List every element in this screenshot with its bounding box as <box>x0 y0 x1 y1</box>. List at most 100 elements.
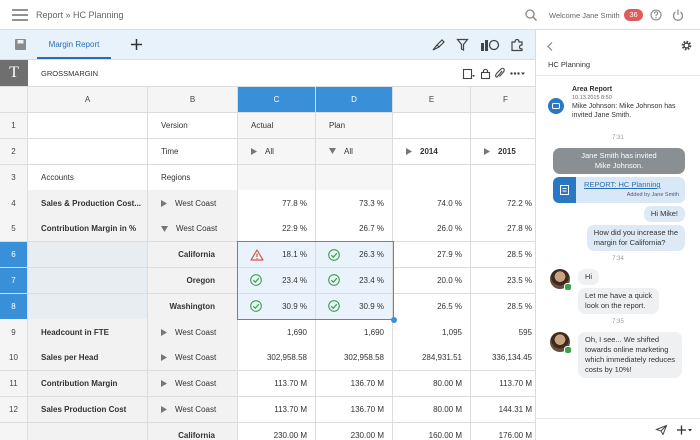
filter-icon[interactable] <box>456 38 469 51</box>
cell[interactable]: Contribution Margin in % <box>28 216 148 243</box>
search-icon[interactable] <box>525 9 537 21</box>
cell[interactable]: 230.00 M <box>238 422 316 440</box>
cell[interactable]: 18.1 % <box>238 242 316 269</box>
cell[interactable]: 80.00 M <box>393 396 471 424</box>
cell[interactable]: 284,931.51 <box>393 345 471 372</box>
power-icon[interactable] <box>672 9 684 21</box>
column-header[interactable]: C <box>238 87 316 113</box>
cell[interactable]: 1,690 <box>238 319 316 346</box>
settings-icon[interactable] <box>681 40 692 51</box>
cell[interactable]: 176.00 M <box>471 422 535 440</box>
row-header[interactable]: 6 <box>0 242 28 269</box>
cell[interactable]: 1,690 <box>316 319 393 346</box>
collapse-icon[interactable] <box>161 225 168 232</box>
expand-icon[interactable] <box>406 147 412 155</box>
cell[interactable]: 144.31 M <box>471 396 535 424</box>
cell[interactable]: West Coast <box>148 216 238 243</box>
cell[interactable]: Sales per Head <box>28 345 148 372</box>
row-header[interactable]: 9 <box>0 319 28 346</box>
cell[interactable]: 2015 <box>471 138 535 166</box>
column-header[interactable]: A <box>28 87 148 113</box>
cell[interactable]: West Coast <box>148 319 238 346</box>
row-header[interactable]: 4 <box>0 190 28 217</box>
cell[interactable]: 302,958.58 <box>238 345 316 372</box>
cell[interactable]: 28.5 % <box>471 242 535 269</box>
cell[interactable] <box>28 242 148 269</box>
cell[interactable]: 336,134.45 <box>471 345 535 372</box>
cell[interactable]: 595 <box>471 319 535 346</box>
cell[interactable]: 80.00 M <box>393 371 471 398</box>
notification-badge[interactable]: 36 <box>624 9 643 21</box>
expand-icon[interactable] <box>161 328 167 336</box>
back-icon[interactable] <box>547 42 553 51</box>
cell[interactable] <box>28 293 148 320</box>
cell[interactable]: Time <box>148 138 238 166</box>
more-icon[interactable] <box>510 72 525 76</box>
cell[interactable]: Accounts <box>28 164 148 191</box>
column-header[interactable]: D <box>316 87 393 113</box>
cell[interactable]: 72.2 % <box>471 190 535 217</box>
cell[interactable]: 113.70 M <box>471 371 535 398</box>
cell[interactable]: 22.9 % <box>238 216 316 243</box>
cell[interactable]: Contribution Margin <box>28 371 148 398</box>
row-header[interactable]: 2 <box>0 138 28 166</box>
cell[interactable]: 20.0 % <box>393 267 471 295</box>
link-icon[interactable] <box>495 67 505 79</box>
cell[interactable]: Sales Production Cost <box>28 396 148 424</box>
row-header[interactable] <box>0 422 28 440</box>
row-header[interactable]: 5 <box>0 216 28 243</box>
row-header[interactable]: 12 <box>0 396 28 424</box>
cell[interactable]: 160.00 M <box>393 422 471 440</box>
row-header[interactable]: 3 <box>0 164 28 191</box>
cell[interactable]: All <box>316 138 393 166</box>
cell[interactable]: 28.5 % <box>471 293 535 320</box>
cell[interactable]: 27.8 % <box>471 216 535 243</box>
report-card[interactable]: REPORT: HC Planning Added by Jane Smith <box>553 177 685 203</box>
cell[interactable]: Plan <box>316 113 393 140</box>
view-icon[interactable] <box>462 68 475 80</box>
expand-icon[interactable] <box>161 380 167 388</box>
row-header[interactable]: 1 <box>0 113 28 140</box>
cell[interactable]: Regions <box>148 164 238 191</box>
cell[interactable] <box>316 164 393 191</box>
row-header[interactable]: 11 <box>0 371 28 398</box>
cell[interactable] <box>28 267 148 295</box>
cell[interactable]: 27.9 % <box>393 242 471 269</box>
menu-icon[interactable] <box>12 9 28 21</box>
cell[interactable]: 30.9 % <box>316 293 393 320</box>
cell[interactable]: West Coast <box>148 396 238 424</box>
cell[interactable] <box>393 113 471 140</box>
cell[interactable]: 113.70 M <box>238 371 316 398</box>
cell[interactable]: 26.3 % <box>316 242 393 269</box>
cell[interactable] <box>28 113 148 140</box>
cell[interactable]: 230.00 M <box>316 422 393 440</box>
cell[interactable] <box>28 138 148 166</box>
cell[interactable]: 136.70 M <box>316 396 393 424</box>
cell[interactable]: 26.5 % <box>393 293 471 320</box>
send-icon[interactable] <box>655 424 668 436</box>
column-header[interactable]: B <box>148 87 238 113</box>
cell[interactable]: 23.4 % <box>316 267 393 295</box>
cell[interactable]: 23.5 % <box>471 267 535 295</box>
expand-icon[interactable] <box>161 354 167 362</box>
add-tab-icon[interactable] <box>131 39 142 50</box>
attach-icon[interactable] <box>677 425 693 435</box>
save-icon[interactable] <box>15 39 26 50</box>
expand-icon[interactable] <box>161 405 167 413</box>
cell[interactable] <box>28 422 148 440</box>
cell[interactable] <box>471 164 535 191</box>
cell[interactable] <box>471 113 535 140</box>
cell[interactable]: Sales & Production Cost... <box>28 190 148 217</box>
cell[interactable]: 302,958.58 <box>316 345 393 372</box>
cell[interactable]: 26.7 % <box>316 216 393 243</box>
chart-icon[interactable] <box>481 39 500 51</box>
cell[interactable]: All <box>238 138 316 166</box>
cell[interactable]: 30.9 % <box>238 293 316 320</box>
cell[interactable]: West Coast <box>148 371 238 398</box>
cell[interactable]: Headcount in FTE <box>28 319 148 346</box>
row-header[interactable]: 7 <box>0 267 28 295</box>
cell[interactable] <box>238 164 316 191</box>
cell[interactable]: Washington <box>148 293 238 320</box>
column-header[interactable]: E <box>393 87 471 113</box>
cell[interactable]: West Coast <box>148 345 238 372</box>
